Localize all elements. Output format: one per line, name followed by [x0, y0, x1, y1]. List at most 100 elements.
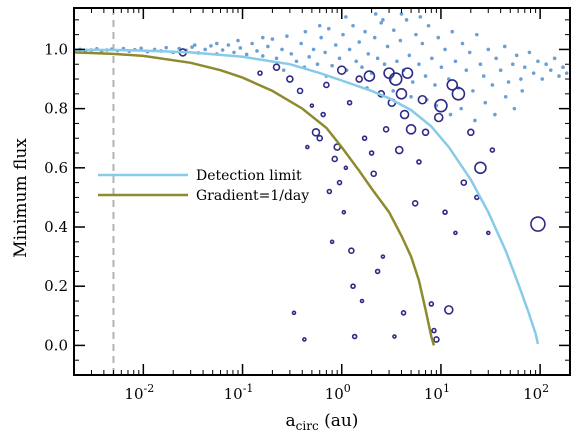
data-point-small — [303, 29, 308, 34]
data-point-circle — [316, 134, 324, 142]
data-point-small — [439, 65, 444, 69]
data-point-circle — [434, 98, 448, 113]
data-point-small — [443, 47, 447, 52]
y-axis-label: Minimum flux — [11, 138, 31, 258]
data-point-circle — [272, 63, 281, 71]
data-point-circle — [485, 230, 491, 236]
x-tick-label: 101 — [424, 382, 450, 403]
data-point-small — [317, 23, 322, 28]
data-point-circle — [433, 112, 444, 123]
data-point-circle — [411, 200, 419, 207]
data-point-circle — [361, 135, 368, 142]
x-tick-label-exponent: -1 — [243, 382, 254, 395]
data-point-small — [236, 38, 240, 43]
x-tick-label: 10-1 — [224, 382, 254, 403]
data-point-circle — [355, 75, 364, 83]
data-point-small — [382, 62, 387, 67]
data-point-small — [409, 94, 413, 99]
data-point-small — [360, 65, 364, 69]
data-point-circle — [416, 159, 422, 165]
data-point-circle — [323, 81, 330, 89]
data-point-circle — [489, 147, 496, 153]
x-tick-label-exponent: 0 — [344, 382, 351, 395]
data-point-small — [433, 83, 437, 87]
data-point-small — [209, 44, 213, 48]
legend: Detection limit Gradient=1/day — [98, 168, 309, 204]
x-axis-label: acirc (au) — [286, 411, 359, 433]
data-point-circle — [399, 109, 410, 120]
data-point-circle — [311, 128, 321, 137]
data-point-small — [467, 50, 472, 55]
data-point-small — [557, 74, 561, 78]
data-point-small — [333, 43, 338, 47]
data-point-small — [255, 49, 259, 53]
y-tick-label: 0.6 — [44, 159, 68, 177]
data-point-small — [459, 106, 463, 111]
data-point-small — [510, 62, 515, 67]
data-point-circle — [380, 254, 386, 259]
data-point-small — [486, 47, 491, 52]
data-point-circle — [326, 188, 333, 195]
data-point-small — [379, 20, 384, 25]
data-point-circle — [302, 337, 307, 342]
data-point-small — [289, 52, 294, 56]
data-point-small — [375, 56, 380, 61]
data-point-small — [192, 43, 197, 47]
data-point-circle — [336, 179, 343, 186]
data-point-circle — [431, 327, 437, 334]
data-point-small — [398, 38, 403, 43]
data-point-small — [385, 44, 390, 49]
data-point-small — [490, 83, 495, 87]
data-point-small — [363, 29, 367, 34]
legend-label-gradient: Gradient=1/day — [196, 188, 309, 204]
data-point-small — [244, 52, 249, 57]
data-point-circle — [368, 150, 375, 156]
data-point-small — [414, 32, 418, 37]
data-point-small — [473, 118, 477, 123]
data-point-small — [502, 44, 507, 49]
data-point-small — [285, 34, 289, 38]
data-point-small — [341, 32, 345, 37]
data-point-small — [266, 44, 270, 49]
data-point-small — [453, 59, 458, 64]
data-point-small — [281, 68, 286, 72]
data-point-small — [315, 62, 320, 67]
data-point-small — [399, 12, 404, 16]
data-point-circle — [405, 124, 417, 135]
data-point-circle — [421, 128, 430, 137]
data-point-small — [448, 112, 453, 117]
data-point-circle — [392, 334, 397, 339]
data-point-small — [417, 62, 421, 67]
x-tick-label-base: 10 — [523, 385, 542, 403]
data-point-small — [404, 18, 409, 22]
data-point-small — [357, 40, 362, 44]
data-point-circle — [348, 247, 355, 254]
data-point-circle — [474, 161, 487, 175]
data-point-circle — [343, 165, 349, 171]
data-point-circle — [346, 99, 353, 106]
x-axis-label-unit: (au) — [319, 411, 359, 431]
x-axis-label-main: a — [286, 411, 296, 431]
data-point-circle — [363, 70, 376, 82]
data-point-small — [564, 71, 569, 75]
x-tick-label-base: 10 — [224, 385, 243, 403]
data-point-small — [519, 77, 523, 81]
data-point-circle — [331, 155, 339, 163]
data-point-circle — [451, 87, 466, 101]
data-point-small — [552, 56, 557, 61]
y-tick-label: 0.4 — [44, 218, 68, 236]
data-point-small — [464, 68, 469, 72]
data-point-small — [512, 106, 517, 111]
plot-area — [74, 8, 569, 375]
data-point-small — [337, 56, 342, 61]
data-point-circle — [428, 301, 435, 307]
data-point-small — [373, 12, 378, 16]
data-point-small — [366, 52, 371, 56]
series-line-1 — [74, 51, 436, 346]
data-point-small — [503, 94, 508, 99]
data-point-circle — [442, 209, 448, 216]
data-point-small — [274, 56, 279, 61]
data-point-circle — [395, 88, 408, 100]
data-point-circle — [400, 310, 407, 316]
